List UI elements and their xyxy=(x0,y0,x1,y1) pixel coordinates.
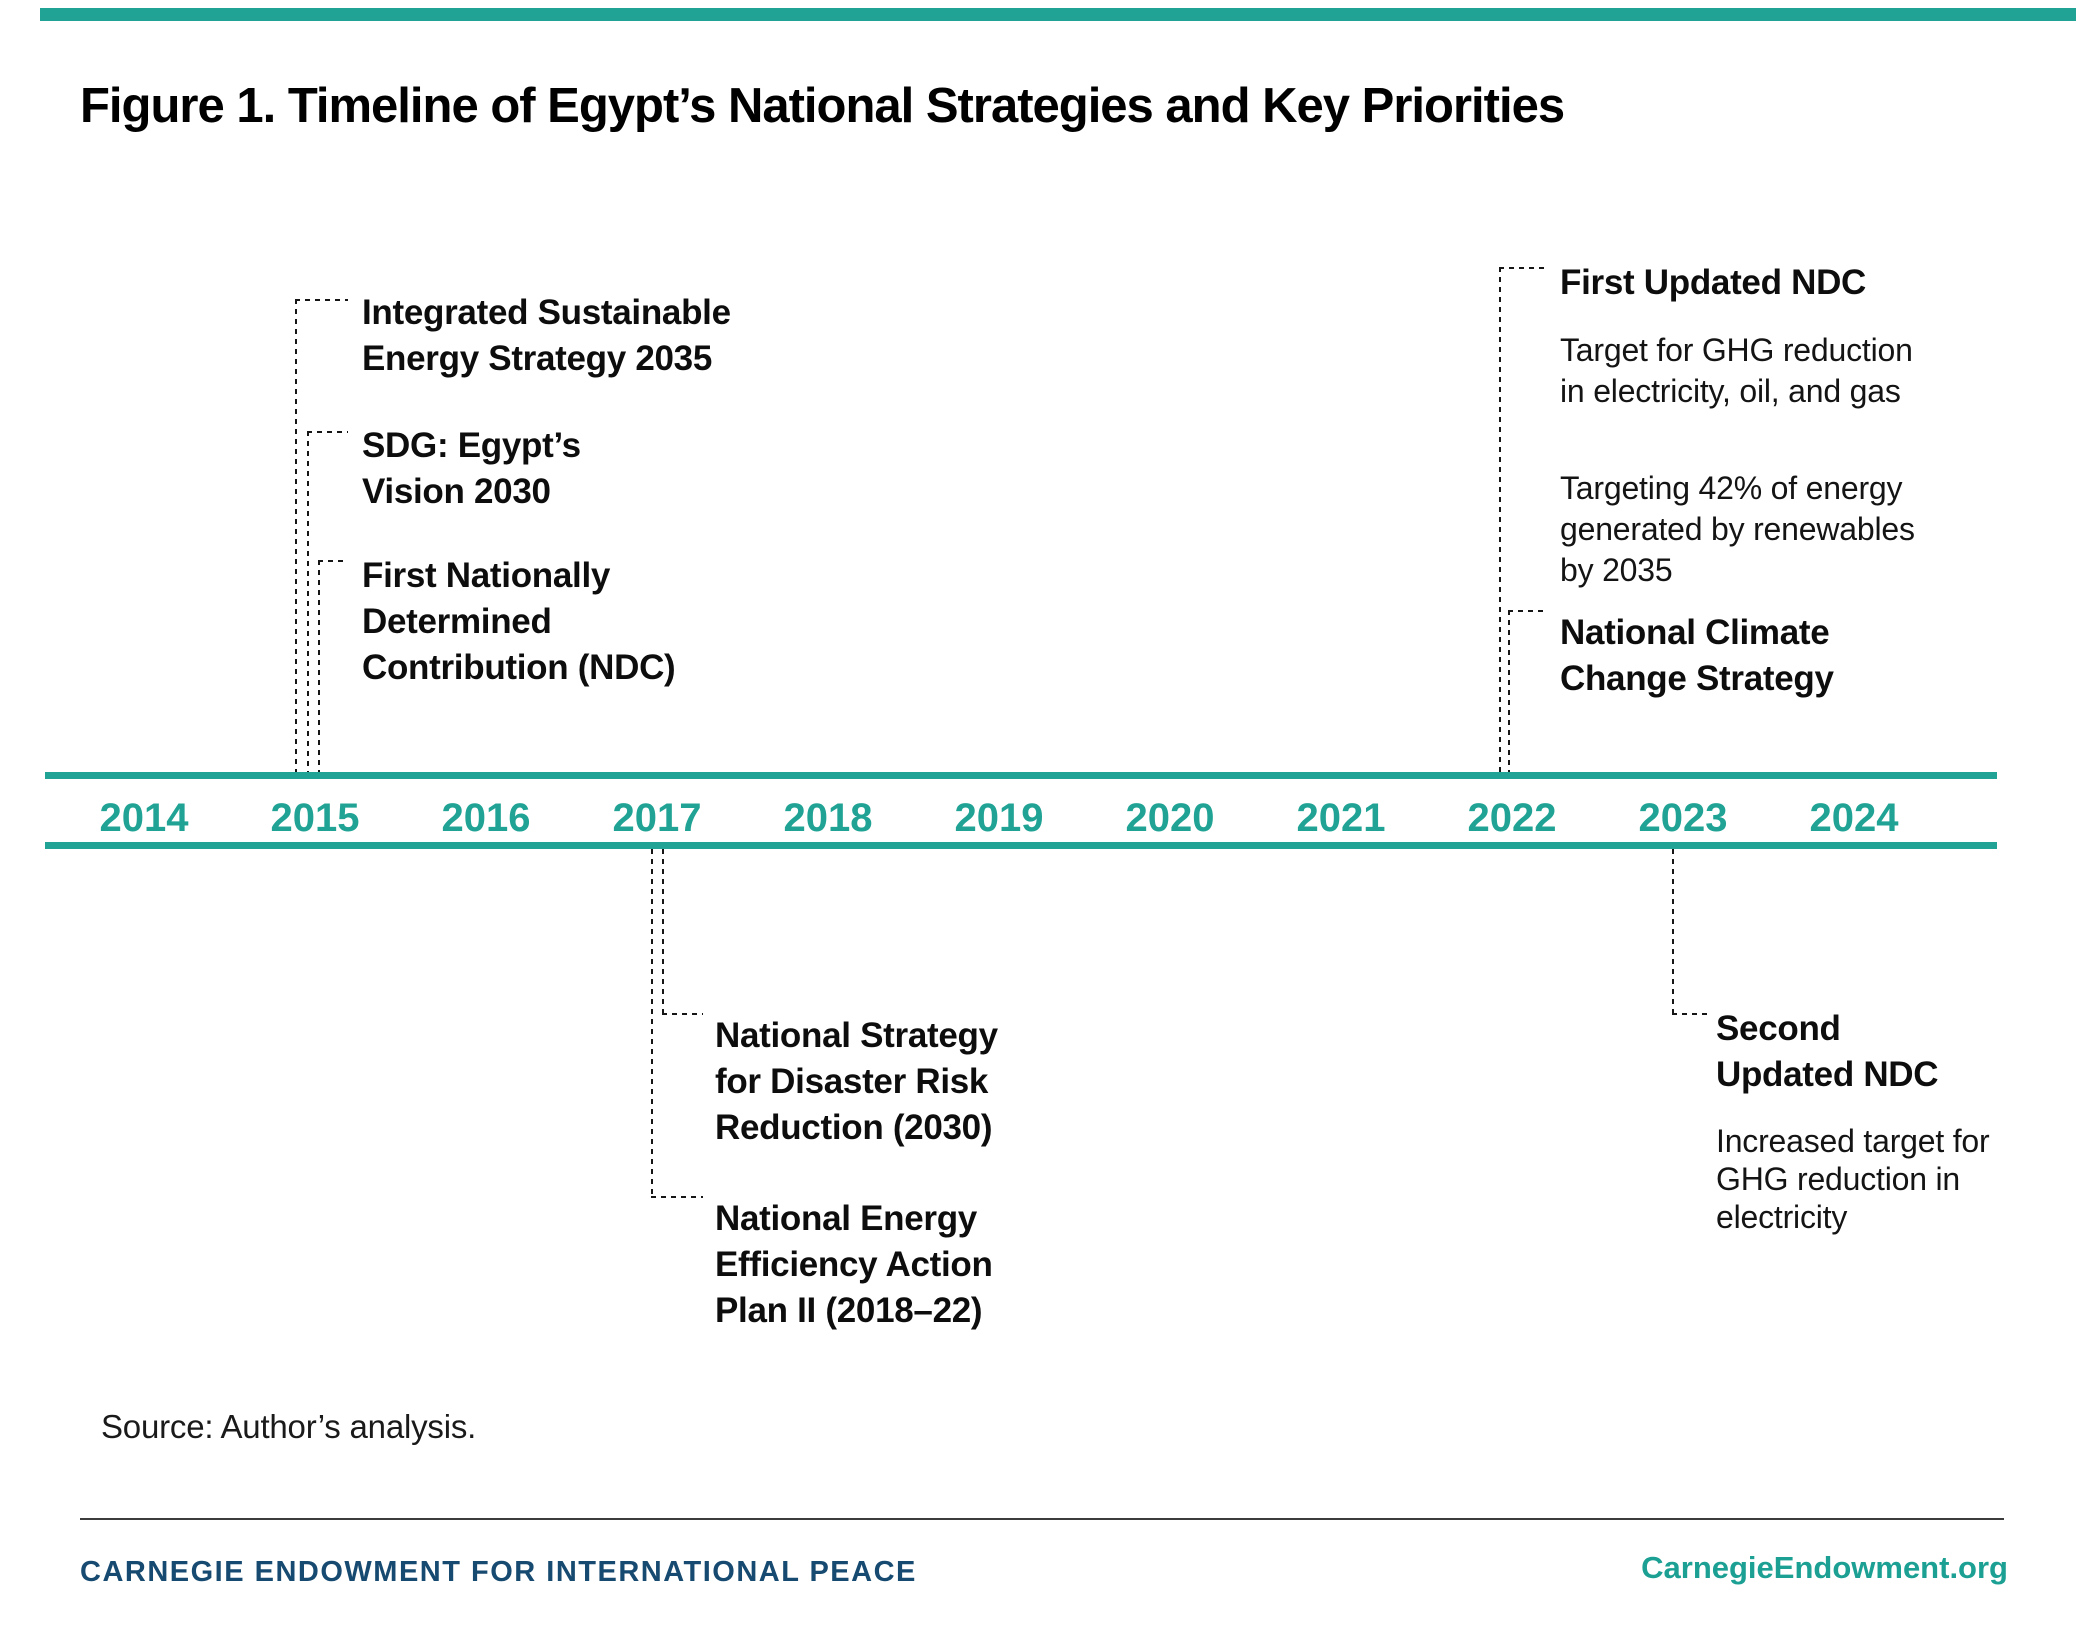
event-national-strategy-disaster-risk-reduction: National Strategy for Disaster Risk Redu… xyxy=(715,995,998,1169)
event-title: National Climate Change Strategy xyxy=(1560,613,1834,698)
figure-title: Figure 1. Timeline of Egypt’s National S… xyxy=(80,79,1565,133)
connector-vertical-second-updated-ndc xyxy=(1672,849,1674,1015)
event-national-energy-efficiency-action-plan: National Energy Efficiency Action Plan I… xyxy=(715,1178,993,1352)
event-title: Integrated Sustainable Energy Strategy 2… xyxy=(362,293,731,378)
footer-divider xyxy=(80,1518,2004,1520)
connector-vertical-nsdrr xyxy=(662,849,664,1015)
connector-vertical-ises xyxy=(295,299,297,772)
event-first-updated-ndc: First Updated NDC Target for GHG reducti… xyxy=(1560,242,1940,609)
year-label-2014: 2014 xyxy=(99,796,189,840)
connector-leader-nccs xyxy=(1508,610,1547,612)
source-note: Source: Author’s analysis. xyxy=(101,1408,477,1445)
event-description: Targeting 42% of energy generated by ren… xyxy=(1560,470,1915,588)
connector-leader-sdg xyxy=(307,431,348,433)
connector-leader-neeap xyxy=(651,1196,703,1198)
event-title: National Strategy for Disaster Risk Redu… xyxy=(715,1016,998,1147)
event-title: First Nationally Determined Contribution… xyxy=(362,556,676,687)
timeline-rule-top xyxy=(45,772,1997,779)
connector-leader-ises xyxy=(295,299,348,301)
connector-leader-first-ndc xyxy=(318,560,348,562)
year-label-2017: 2017 xyxy=(612,796,702,840)
event-description: Increased target for GHG reduction in el… xyxy=(1716,1123,1990,1235)
connector-leader-first-updated-ndc xyxy=(1499,267,1547,269)
footer-website-link[interactable]: CarnegieEndowment.org xyxy=(1641,1550,2008,1585)
connector-vertical-first-ndc xyxy=(318,560,320,772)
connector-leader-nsdrr xyxy=(662,1013,703,1015)
footer-org-name: CARNEGIE ENDOWMENT FOR INTERNATIONAL PEA… xyxy=(80,1556,917,1588)
event-title: First Updated NDC xyxy=(1560,263,1867,302)
event-title: SDG: Egypt’s Vision 2030 xyxy=(362,426,581,511)
timeline-rule-bottom xyxy=(45,842,1997,849)
event-national-climate-change-strategy: National Climate Change Strategy xyxy=(1560,592,1834,720)
event-description: Target for GHG reduction in electricity,… xyxy=(1560,332,1913,409)
year-label-2016: 2016 xyxy=(441,796,531,840)
connector-vertical-neeap xyxy=(651,849,653,1198)
event-integrated-sustainable-energy-strategy: Integrated Sustainable Energy Strategy 2… xyxy=(362,272,731,400)
year-label-2023: 2023 xyxy=(1638,796,1728,840)
event-sdg-egypt-vision-2030: SDG: Egypt’s Vision 2030 xyxy=(362,405,581,533)
event-title: National Energy Efficiency Action Plan I… xyxy=(715,1199,993,1330)
year-label-2015: 2015 xyxy=(270,796,360,840)
connector-leader-second-updated-ndc xyxy=(1672,1013,1710,1015)
year-label-2019: 2019 xyxy=(954,796,1044,840)
year-label-2022: 2022 xyxy=(1467,796,1557,840)
event-title: Second Updated NDC xyxy=(1716,1009,1939,1094)
event-second-updated-ndc: Second Updated NDC Increased target for … xyxy=(1716,988,2046,1254)
year-label-2021: 2021 xyxy=(1296,796,1386,840)
connector-vertical-first-updated-ndc xyxy=(1499,267,1501,772)
event-first-ndc: First Nationally Determined Contribution… xyxy=(362,535,676,709)
year-label-2020: 2020 xyxy=(1125,796,1215,840)
connector-vertical-sdg xyxy=(307,431,309,772)
year-label-2024: 2024 xyxy=(1809,796,1899,840)
connector-vertical-nccs xyxy=(1508,610,1510,772)
year-label-2018: 2018 xyxy=(783,796,873,840)
top-accent-bar xyxy=(40,8,2076,21)
